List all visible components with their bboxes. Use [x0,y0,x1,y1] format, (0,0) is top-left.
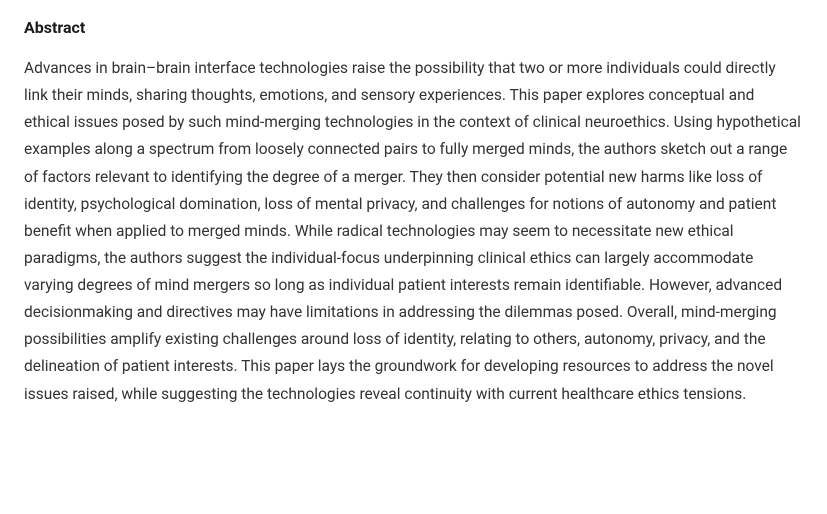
abstract-body: Advances in brain–brain interface techno… [24,55,803,408]
abstract-heading: Abstract [24,18,803,37]
